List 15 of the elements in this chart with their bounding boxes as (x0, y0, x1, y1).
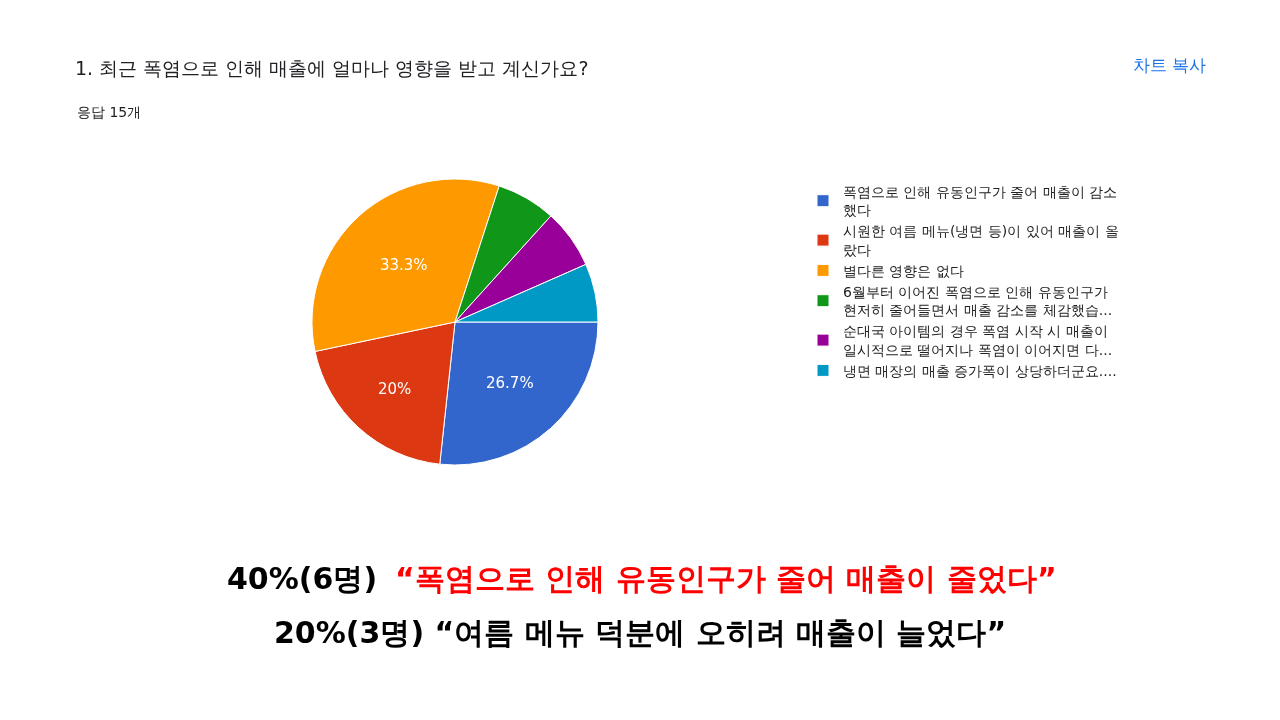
data-label: 20% (377, 379, 412, 398)
legend-label: 폭염으로 인해 유동인구가 줄어 매출이 감소 했다 (843, 184, 1118, 219)
data-label: 33.3% (379, 255, 428, 274)
legend-label: 별다른 영향은 없다 (843, 262, 964, 279)
chart-title: 1. 최근 폭염으로 인해 매출에 얼마나 영향을 받고 계신가요? (75, 56, 589, 79)
text: 40%(6명) (227, 561, 378, 596)
legend-label: 냉면 매장의 매출 증가폭이 상당하더군요.... (843, 362, 1117, 379)
legend-label: 시원한 여름 메뉴(냉면 등)이 있어 매출이 올 랐다 (843, 223, 1119, 258)
text: 20%(3명) “여름 메뉴 덕분에 오히려 매출이 늘었다” (274, 615, 1007, 650)
legend-label: 순대국 아이템의 경우 폭염 시작 시 매출이 일시적으로 떨어지나 폭염이 이어지면 다... (843, 323, 1113, 358)
legend-label: 6월부터 이어진 폭염으로 인해 유동인구가 현저히 줄어들면서 매출 감소를 체감했습... (843, 284, 1113, 319)
data-label: 26.7% (485, 374, 534, 392)
text: 차트 복사 (1133, 55, 1207, 75)
text: 응답 15개 (77, 104, 142, 120)
text: “폭염으로 인해 유동인구가 줄어 매출이 줄었다” (395, 561, 1057, 596)
